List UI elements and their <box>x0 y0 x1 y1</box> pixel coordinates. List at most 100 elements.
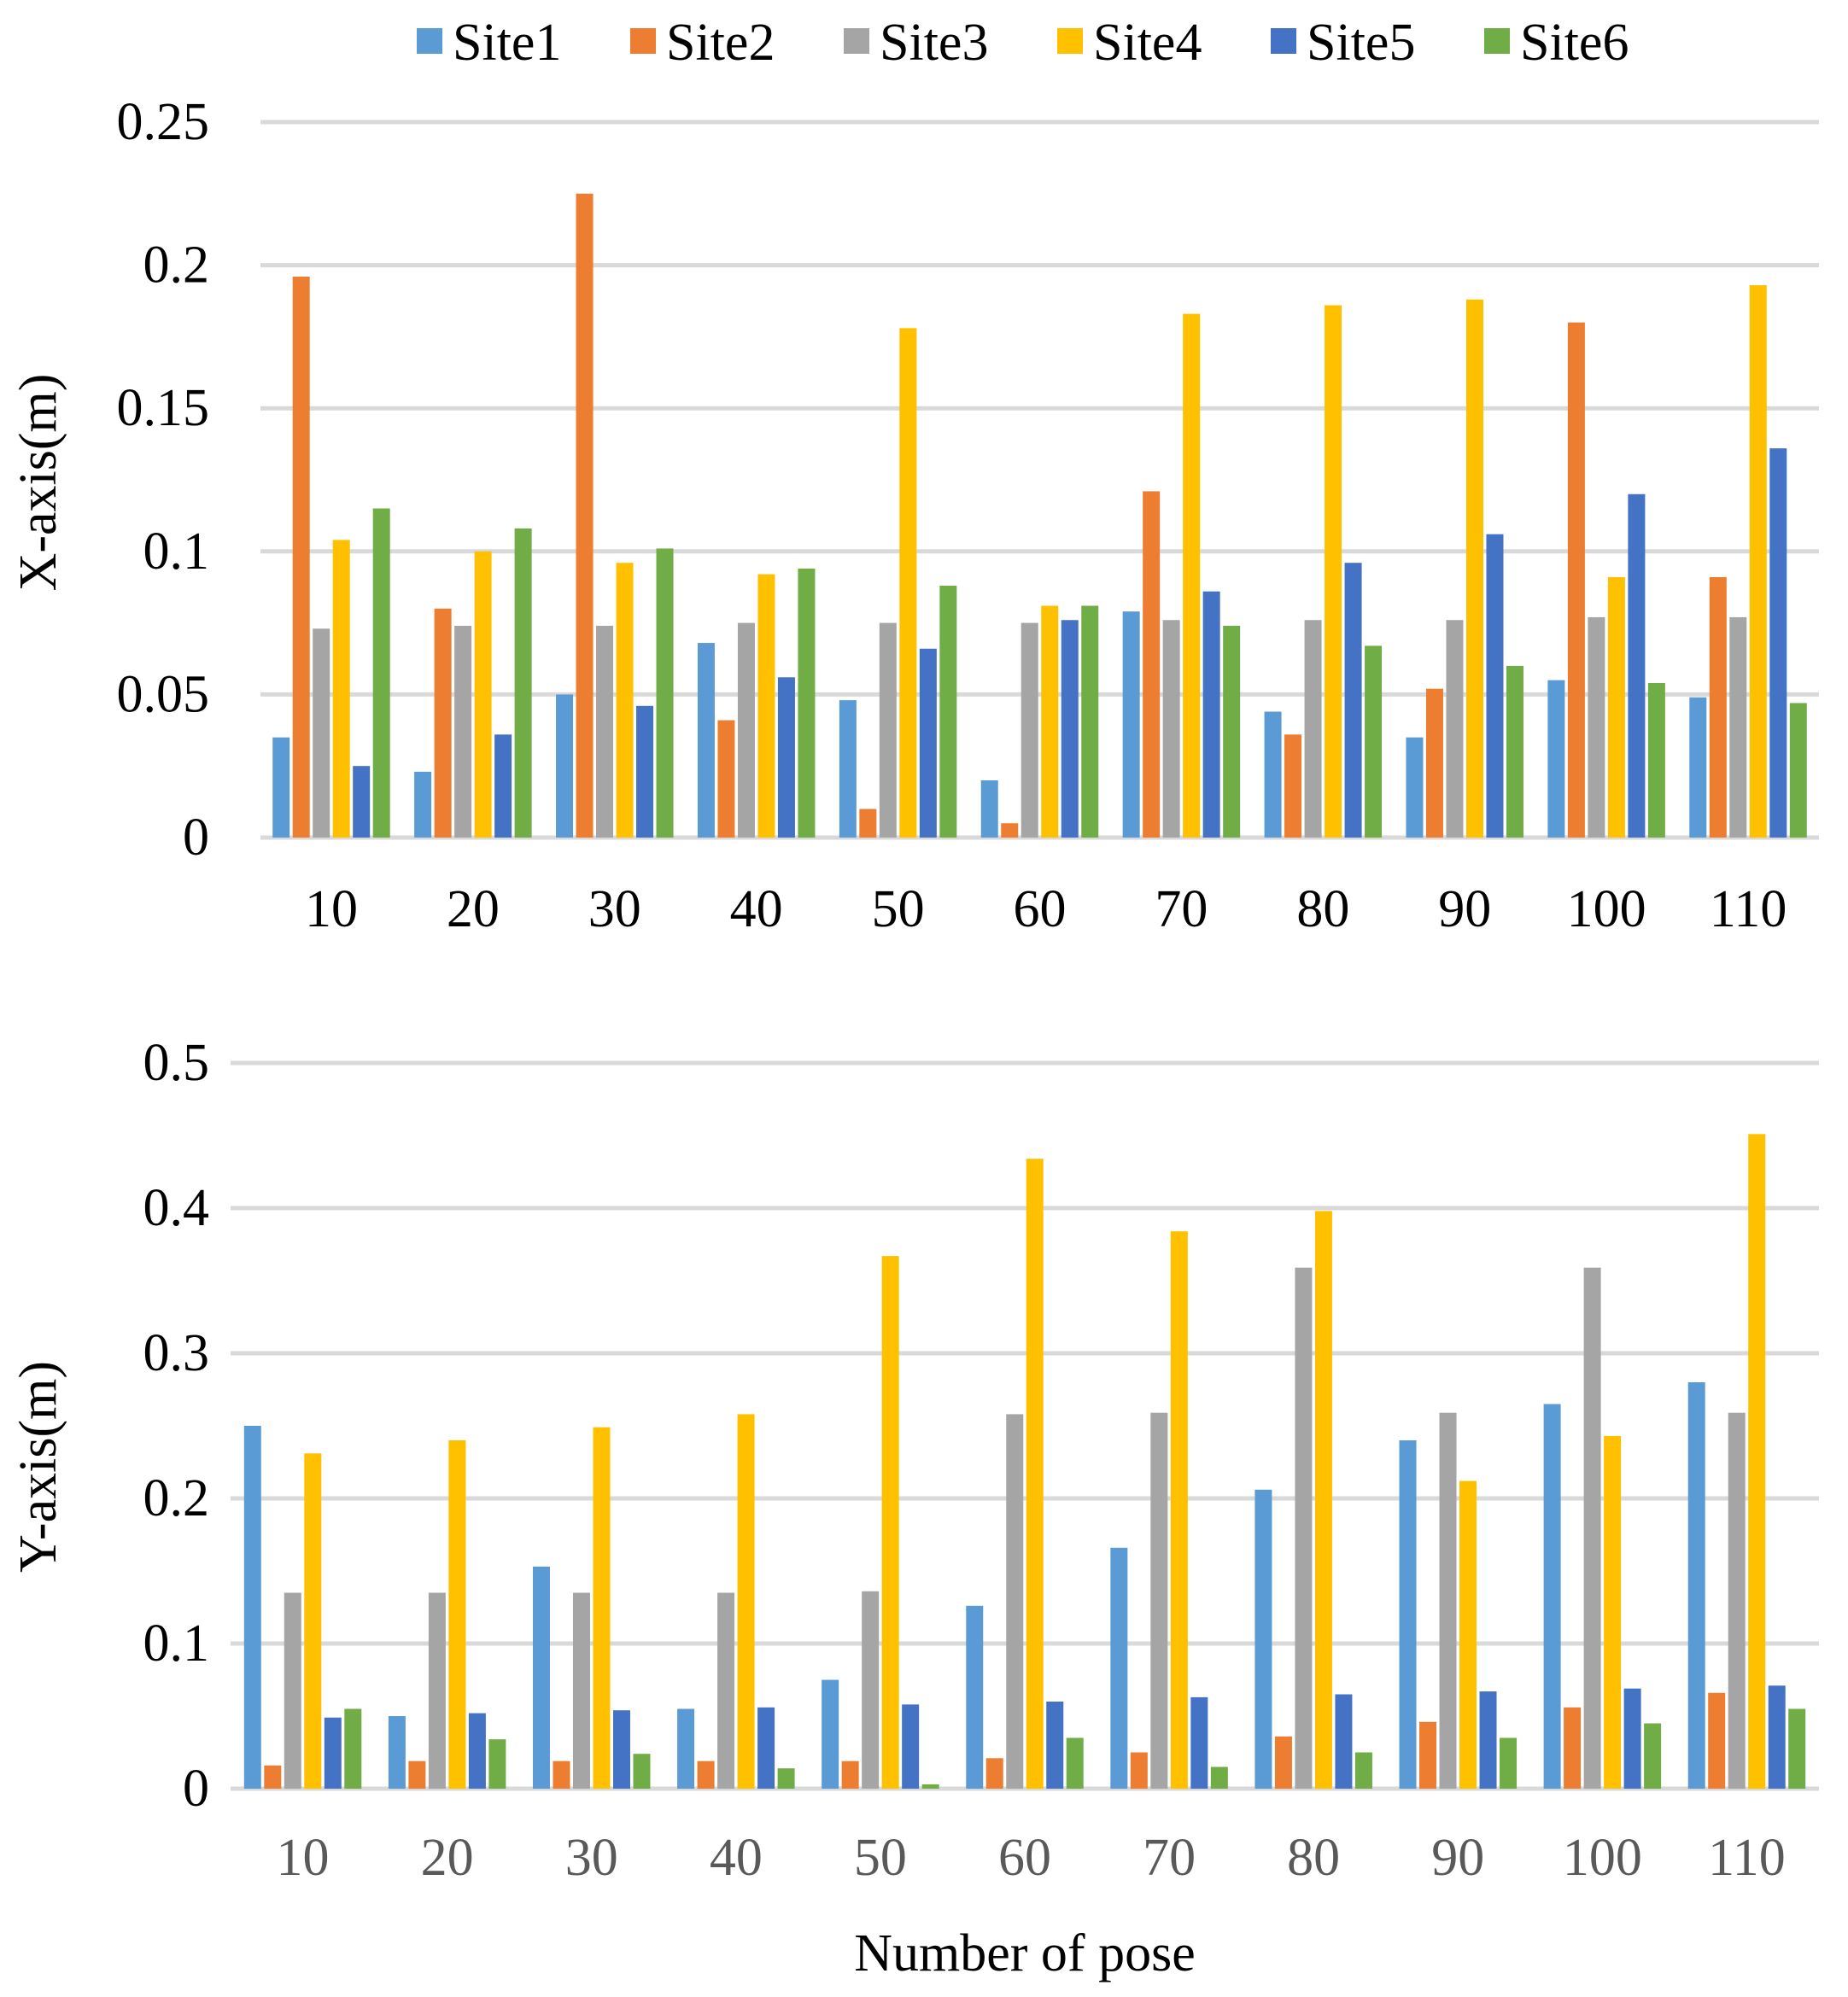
bar-site6-pose-50 <box>921 1784 939 1789</box>
bar-site2-pose-40 <box>717 720 735 838</box>
y-axis-error-chart: Y-axis(m) Number of pose 0 0.1 0.2 0.3 0.4 0.… <box>9 1034 1819 1982</box>
bar-site5-pose-80 <box>1344 563 1362 838</box>
bar-site1-pose-10 <box>272 737 290 838</box>
bar-site2-pose-10 <box>292 277 310 838</box>
bar-site4-pose-10 <box>304 1453 322 1789</box>
bar-site4-pose-20 <box>474 551 492 838</box>
legend-swatch-site3 <box>844 28 869 54</box>
y-tick-label: 0.5 <box>143 1034 210 1092</box>
bar-site1-pose-10 <box>243 1426 261 1789</box>
legend-swatch-site4 <box>1057 28 1083 54</box>
bar-site4-pose-50 <box>899 328 917 838</box>
legend-label-site6: Site6 <box>1520 14 1629 72</box>
bar-site2-pose-90 <box>1425 688 1443 838</box>
bar-site2-pose-20 <box>434 608 452 838</box>
bar-site2-pose-60 <box>985 1758 1003 1789</box>
y-tick-label: 0.1 <box>143 523 210 581</box>
bar-site5-pose-110 <box>1769 448 1787 838</box>
bar-site6-pose-60 <box>1066 1737 1084 1789</box>
bar-site6-pose-110 <box>1788 1708 1806 1789</box>
legend-label-site1: Site1 <box>453 14 561 72</box>
bar-site4-pose-110 <box>1749 285 1767 838</box>
bar-site3-pose-20 <box>454 625 472 838</box>
bar-site1-pose-110 <box>1687 1382 1705 1789</box>
bar-site1-pose-80 <box>1254 1489 1272 1789</box>
y-tick-label: 0.4 <box>143 1179 210 1237</box>
bar-site4-pose-80 <box>1325 305 1342 838</box>
bar-site6-pose-100 <box>1647 682 1665 838</box>
bar-site3-pose-110 <box>1728 1412 1746 1789</box>
bar-site6-pose-10 <box>344 1708 362 1789</box>
x-tick-label: 80 <box>1296 880 1349 938</box>
bar-site6-pose-40 <box>777 1768 795 1789</box>
bar-site5-pose-70 <box>1190 1696 1208 1789</box>
legend-swatch-site2 <box>630 28 656 54</box>
bar-site4-pose-60 <box>1026 1159 1044 1789</box>
legend-label-site4: Site4 <box>1093 14 1202 72</box>
x-tick-label: 20 <box>421 1829 474 1887</box>
x-tick-label: 70 <box>1143 1829 1196 1887</box>
bar-site2-pose-100 <box>1567 322 1585 838</box>
bar-site5-pose-100 <box>1628 493 1646 838</box>
bar-site5-pose-60 <box>1061 620 1079 838</box>
bar-site2-pose-70 <box>1130 1752 1148 1789</box>
x-tick-label: 60 <box>1014 880 1067 938</box>
x-tick-label: 50 <box>854 1829 907 1887</box>
bar-site2-pose-30 <box>576 193 594 838</box>
bar-site4-pose-70 <box>1183 313 1201 838</box>
bar-site6-pose-60 <box>1081 605 1099 838</box>
bar-site3-pose-60 <box>1020 622 1038 838</box>
bar-site4-pose-60 <box>1041 605 1059 838</box>
bar-site4-pose-40 <box>737 1414 755 1789</box>
bar-site5-pose-90 <box>1486 534 1504 838</box>
bar-site3-pose-30 <box>596 625 614 838</box>
bar-site6-pose-100 <box>1644 1723 1662 1789</box>
bar-site4-pose-10 <box>332 540 350 838</box>
bar-site1-pose-30 <box>556 694 574 838</box>
bar-site6-pose-10 <box>372 508 390 838</box>
bar-site1-pose-40 <box>677 1708 695 1789</box>
bar-site6-pose-30 <box>656 548 674 838</box>
y-tick-label: 0.25 <box>117 93 210 151</box>
bar-site4-pose-90 <box>1459 1480 1477 1789</box>
bar-site2-pose-110 <box>1708 1692 1726 1789</box>
bar-site4-pose-80 <box>1314 1211 1332 1789</box>
legend-label-site2: Site2 <box>666 14 775 72</box>
bar-site1-pose-70 <box>1110 1547 1128 1789</box>
bar-site6-pose-50 <box>939 586 957 838</box>
bar-site6-pose-40 <box>798 568 816 838</box>
bar-site2-pose-10 <box>264 1765 282 1789</box>
y-axis-title: Y-axis(m) <box>9 1361 67 1573</box>
legend-swatch-site5 <box>1271 28 1296 54</box>
bar-site1-pose-100 <box>1543 1404 1561 1789</box>
legend: Site1 Site2 Site3 Site4 Site5 Site6 <box>417 14 1629 72</box>
bar-site5-pose-100 <box>1623 1688 1641 1789</box>
bar-site2-pose-60 <box>1001 823 1019 838</box>
bar-site4-pose-50 <box>881 1256 899 1789</box>
bar-site6-pose-70 <box>1223 625 1241 838</box>
bar-site6-pose-20 <box>488 1739 506 1789</box>
bar-site6-pose-30 <box>633 1754 651 1789</box>
x-tick-label: 60 <box>998 1829 1051 1887</box>
bar-site1-pose-80 <box>1264 711 1282 838</box>
bar-site3-pose-40 <box>717 1592 735 1789</box>
bar-site5-pose-110 <box>1768 1685 1786 1789</box>
x-tick-label: 30 <box>588 880 641 938</box>
y-axis-title: X-axis(m) <box>9 374 67 592</box>
y-tick-label: 0.3 <box>143 1324 210 1382</box>
bar-site3-pose-70 <box>1150 1412 1168 1789</box>
bar-site5-pose-30 <box>612 1710 630 1789</box>
bar-site4-pose-20 <box>448 1440 466 1789</box>
x-tick-label: 90 <box>1431 1829 1484 1887</box>
bar-site3-pose-80 <box>1295 1267 1313 1789</box>
bar-site3-pose-20 <box>428 1592 446 1789</box>
bar-site5-pose-40 <box>757 1707 775 1789</box>
x-tick-label: 80 <box>1287 1829 1340 1887</box>
bar-site1-pose-70 <box>1122 611 1140 838</box>
legend-label-site3: Site3 <box>880 14 988 72</box>
x-tick-label: 90 <box>1438 880 1491 938</box>
bar-site2-pose-50 <box>859 809 877 838</box>
y-tick-label: 0.15 <box>117 379 210 437</box>
bar-site6-pose-70 <box>1210 1766 1228 1789</box>
